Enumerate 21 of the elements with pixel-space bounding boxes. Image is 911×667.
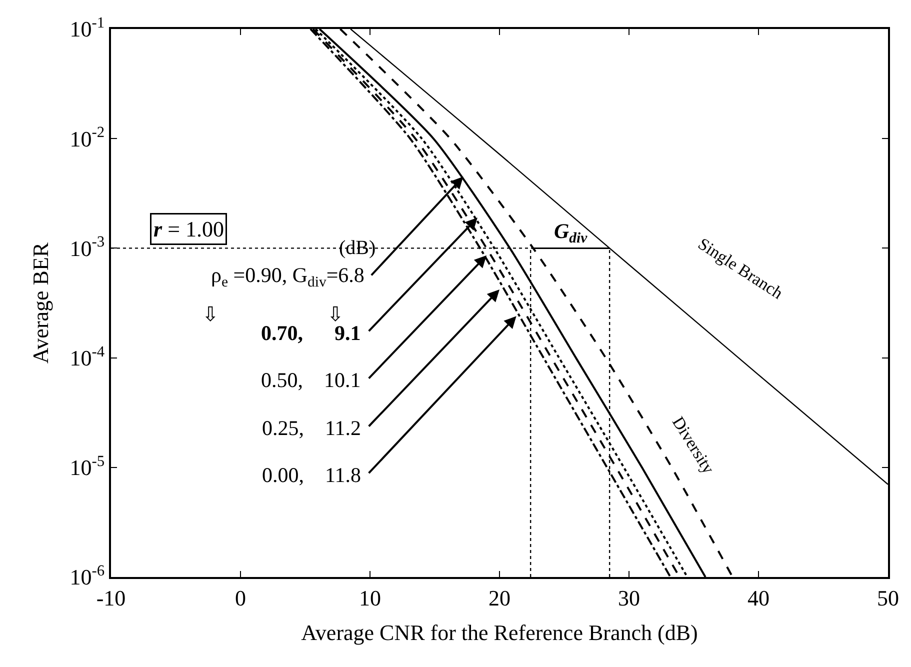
y-tick-label: 10$^{-1}$ (70, 14, 105, 42)
x-tick-label: 40 (748, 585, 770, 610)
annotation: 0.25, 11.2 (262, 416, 361, 440)
x-tick-label: 0 (235, 585, 246, 610)
y-axis-title: Average BER (28, 242, 54, 364)
annotation: ρ$_{e}$ =0.90, G$_{div}$=6.8 (211, 263, 364, 290)
annotation: G$_{div}$ (554, 219, 588, 246)
x-axis-title: Average CNR for the Reference Branch (dB) (301, 620, 698, 645)
annotation: 0.50, 10.1 (261, 368, 361, 392)
y-tick-label: 10$^{-4}$ (70, 343, 105, 370)
annotation: r = 1.00 (154, 216, 224, 242)
annotation: (dB) (339, 237, 376, 259)
y-tick-label: 10$^{-3}$ (70, 234, 105, 261)
x-tick-label: 10 (359, 585, 381, 610)
y-tick-label: 10$^{-2}$ (70, 124, 105, 152)
annotation: 0.00, 11.8 (262, 463, 361, 487)
x-tick-label: 20 (488, 585, 510, 610)
y-tick-label: 10$^{-5}$ (70, 452, 105, 480)
x-tick-label: 50 (877, 585, 899, 610)
annotation: ⇩ (202, 302, 219, 326)
x-tick-label: 30 (618, 585, 640, 610)
